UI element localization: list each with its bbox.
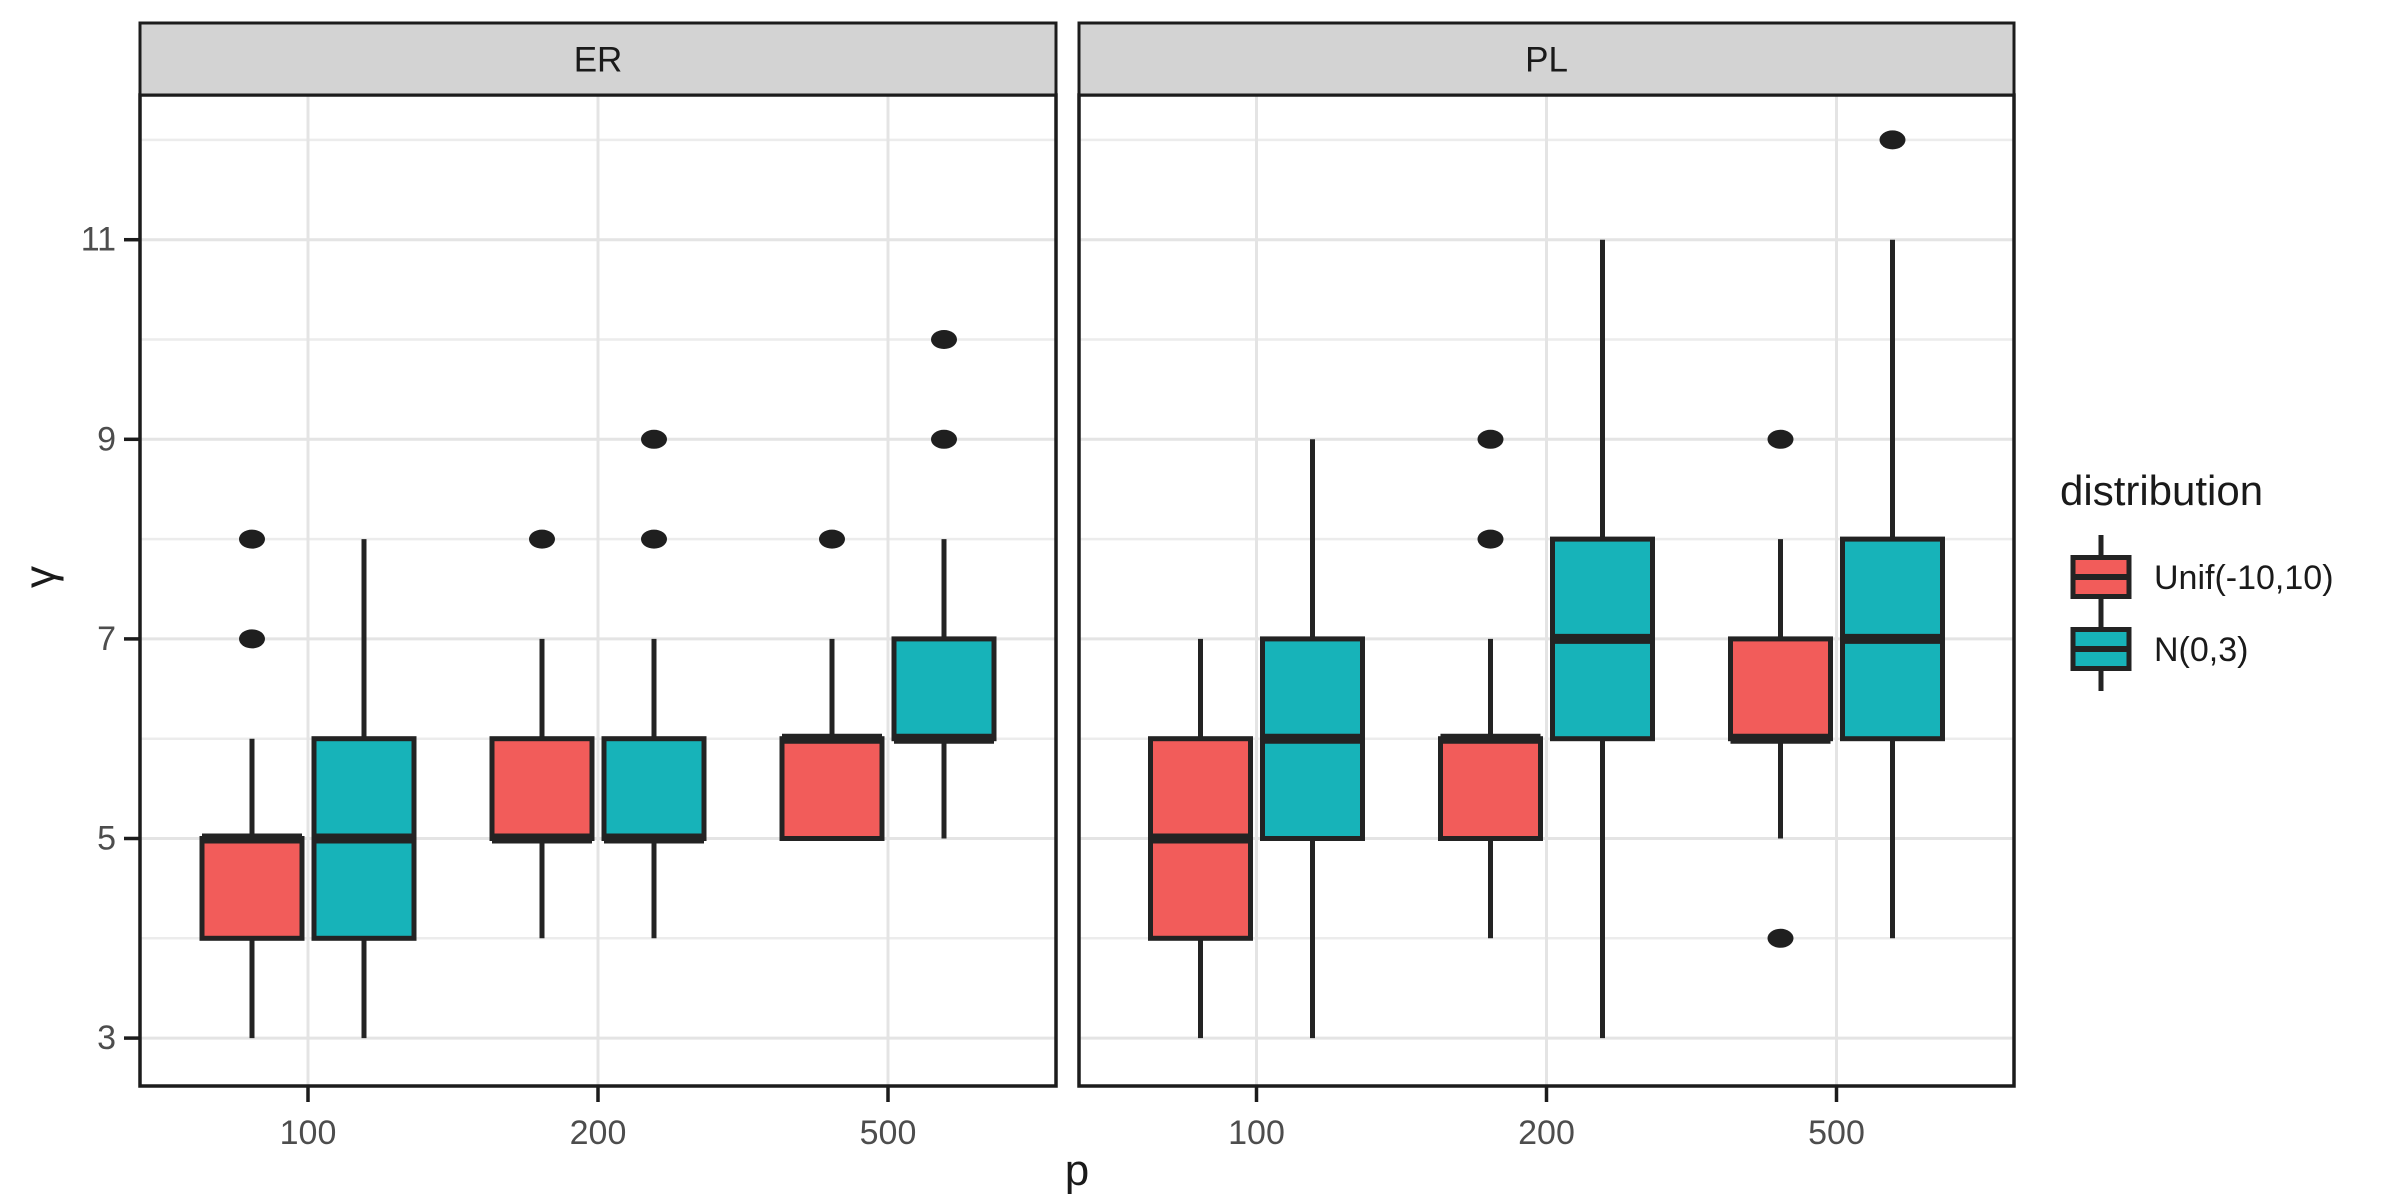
boxplot-box: [779, 736, 885, 841]
boxplot-PL-200-norm: [1550, 239, 1655, 1039]
axis-title-x: p: [1065, 1146, 1089, 1195]
legend-label: Unif(-10,10): [2154, 559, 2334, 597]
facet-strip: [1077, 21, 2016, 97]
boxplot-PL-500-unif: [1728, 429, 1833, 948]
facet-strip: [138, 21, 1058, 97]
legend-key-norm: [2070, 607, 2132, 691]
outlier-point: [1767, 429, 1794, 449]
boxplot-ER-200-norm: [601, 429, 707, 939]
boxplot-ER-500-unif: [779, 529, 885, 841]
outlier-point: [931, 429, 957, 449]
boxplot-PL-200-unif: [1438, 429, 1543, 939]
outlier-point: [1767, 928, 1794, 948]
outlier-point: [641, 429, 667, 449]
facet-strip-label: ER: [574, 41, 623, 80]
legend-title: distribution: [2060, 467, 2263, 514]
legend-label: N(0,3): [2154, 631, 2248, 669]
y-tick-label: 9: [97, 420, 116, 458]
x-tick-label: 100: [1228, 1114, 1285, 1152]
boxplot-ER-100-norm: [311, 539, 417, 1039]
x-tick-label: 200: [1518, 1114, 1575, 1152]
outlier-point: [239, 629, 265, 649]
outlier-point: [1477, 429, 1504, 449]
outlier-point: [931, 330, 957, 350]
outlier-point: [641, 529, 667, 549]
outlier-point: [1879, 130, 1906, 150]
boxplot-ER-200-unif: [489, 529, 595, 939]
y-tick-label: 7: [97, 620, 116, 658]
boxplot-box: [1728, 636, 1833, 742]
boxplot-box: [891, 636, 997, 742]
boxplot-box: [489, 736, 595, 841]
x-tick-label: 500: [860, 1114, 917, 1152]
boxplot-PL-100-norm: [1260, 439, 1365, 1039]
boxplot-PL-500-norm: [1840, 130, 1945, 939]
boxplot-ER-500-norm: [891, 330, 997, 839]
boxplot-box: [199, 835, 305, 941]
x-tick-label: 100: [280, 1114, 337, 1152]
outlier-point: [239, 529, 265, 549]
y-tick-label: 5: [97, 819, 116, 857]
axis-title-y: γ: [16, 566, 65, 588]
y-tick-label: 3: [97, 1019, 116, 1057]
x-tick-label: 200: [570, 1114, 627, 1152]
boxplot-box: [601, 736, 707, 841]
outlier-point: [1477, 529, 1504, 549]
boxplot-box: [1438, 736, 1543, 841]
legend-key-unif: [2070, 535, 2132, 619]
boxplot-PL-100-unif: [1148, 638, 1253, 1039]
y-tick-label: 11: [81, 221, 116, 259]
outlier-point: [819, 529, 845, 549]
facet-strip-label: PL: [1525, 41, 1568, 80]
boxplot-ER-100-unif: [199, 529, 305, 1039]
outlier-point: [529, 529, 555, 549]
x-tick-label: 500: [1808, 1114, 1865, 1152]
